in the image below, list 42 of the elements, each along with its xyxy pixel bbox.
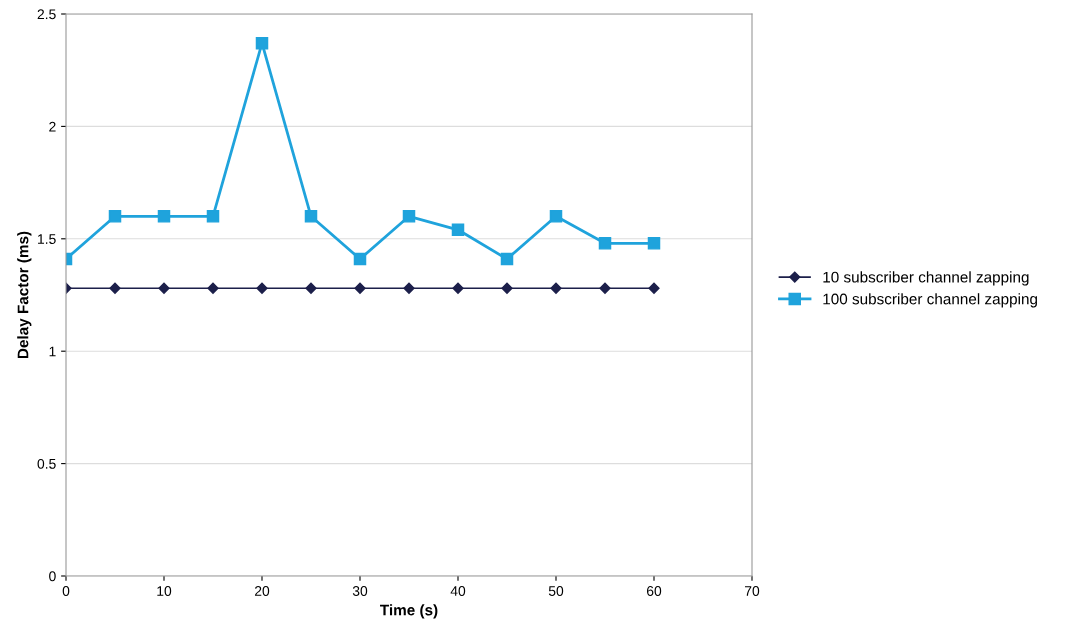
point xyxy=(501,282,513,294)
point xyxy=(647,237,661,250)
point xyxy=(451,223,465,237)
x-tick-label: 0 xyxy=(62,586,70,596)
point xyxy=(256,282,268,294)
y-tick-label: 2.5 xyxy=(37,9,56,20)
point xyxy=(206,210,220,223)
point xyxy=(354,282,366,294)
point xyxy=(353,252,367,266)
point xyxy=(598,237,612,250)
y-tick-label: 0.5 xyxy=(37,458,56,469)
point xyxy=(550,282,562,294)
point xyxy=(500,252,514,266)
x-tick-label: 40 xyxy=(450,586,466,596)
point xyxy=(403,282,415,294)
y-axis-title: Delay Factor (ms) xyxy=(17,231,32,359)
point xyxy=(304,210,318,223)
x-tick-label: 30 xyxy=(352,586,368,596)
x-axis-title: Time (s) xyxy=(380,604,438,619)
point xyxy=(109,282,121,294)
y-tick-label: 1 xyxy=(49,346,56,357)
x-tick-label: 70 xyxy=(744,586,760,596)
point xyxy=(599,282,611,294)
legend-label: 10 subscriber channel zapping xyxy=(823,271,1029,286)
point xyxy=(452,282,464,294)
point xyxy=(255,36,269,50)
point xyxy=(108,210,122,223)
point xyxy=(305,282,317,294)
point xyxy=(402,210,416,223)
point xyxy=(157,210,171,223)
x-tick-label: 20 xyxy=(254,586,270,596)
point xyxy=(158,282,170,294)
point xyxy=(648,282,660,294)
legend-label: 100 subscriber channel zapping xyxy=(823,293,1037,308)
y-tick-label: 1.5 xyxy=(38,234,56,244)
y-tick-label: 0 xyxy=(49,571,56,582)
x-tick-label: 50 xyxy=(548,586,564,596)
y-tick-label: 2 xyxy=(49,121,56,132)
x-tick-label: 60 xyxy=(646,586,662,596)
x-tick-label: 10 xyxy=(157,586,172,596)
point xyxy=(549,210,563,223)
point xyxy=(207,282,219,294)
